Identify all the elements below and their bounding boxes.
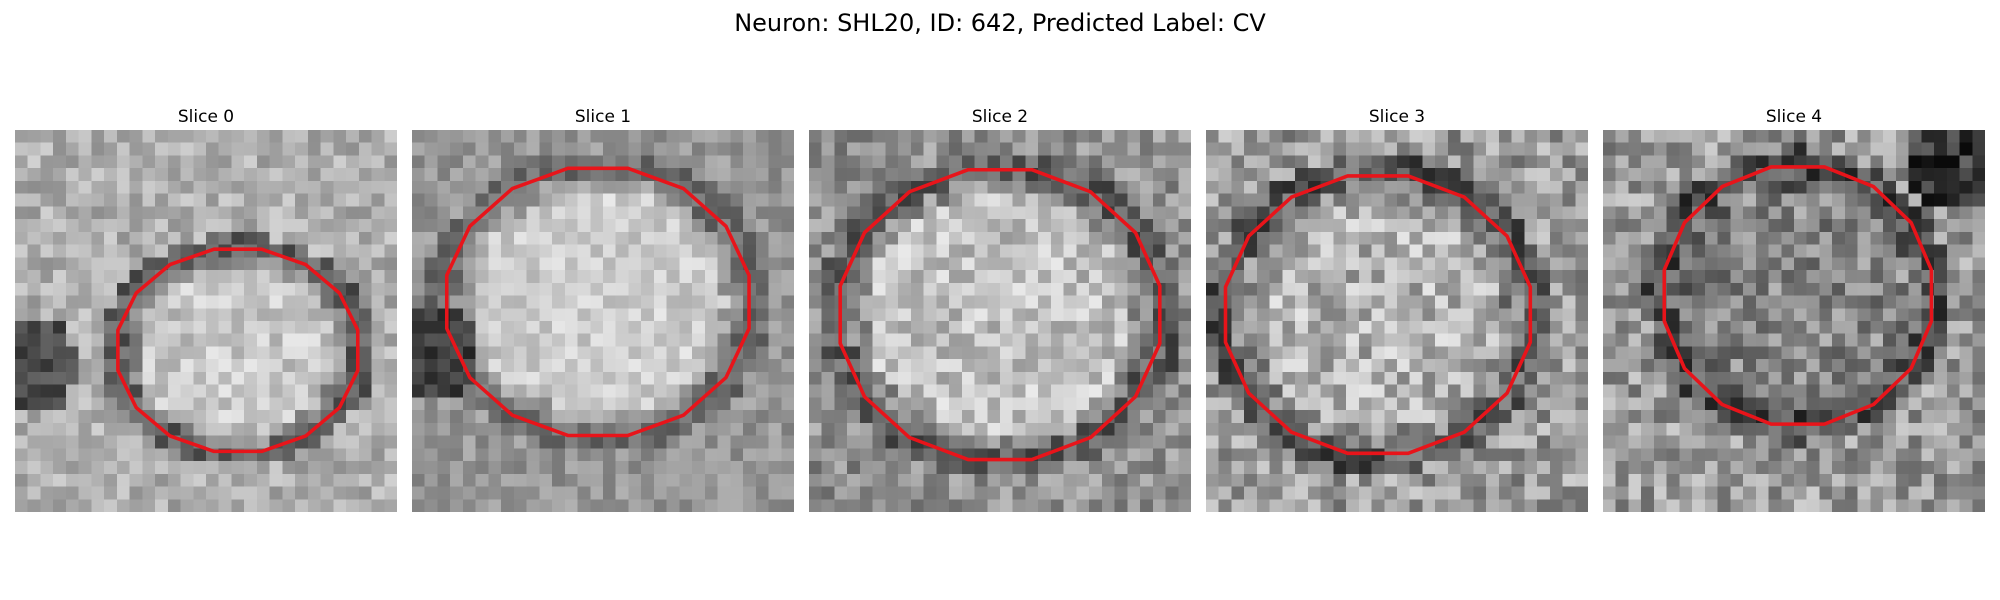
slice-title: Slice 4	[1765, 107, 1823, 127]
cell-contour-overlay	[1223, 174, 1533, 456]
red-contour-outline	[116, 247, 360, 454]
cell-contour-overlay	[444, 166, 751, 438]
grayscale-pixel-image	[412, 130, 794, 512]
slice-image	[809, 130, 1191, 512]
slice-panel-3: Slice 3	[1206, 106, 1588, 512]
slice-image	[1603, 130, 1985, 512]
slice-title: Slice 2	[971, 107, 1029, 127]
cell-contour-overlay	[838, 167, 1162, 462]
slice-image	[1206, 130, 1588, 512]
grayscale-pixel-image	[1603, 130, 1985, 512]
slice-panel-0: Slice 0	[15, 106, 397, 512]
slice-title: Slice 3	[1368, 107, 1426, 127]
red-contour-outline	[1662, 165, 1934, 426]
red-contour-outline	[838, 167, 1162, 462]
slice-image	[412, 130, 794, 512]
grayscale-pixel-image	[809, 130, 1191, 512]
slice-image	[15, 130, 397, 512]
slice-title: Slice 0	[177, 107, 235, 127]
cell-contour-overlay	[1662, 165, 1934, 426]
slice-panel-4: Slice 4	[1603, 106, 1985, 512]
slice-panel-2: Slice 2	[809, 106, 1191, 512]
red-contour-outline	[1223, 174, 1533, 456]
slice-panel-1: Slice 1	[412, 106, 794, 512]
grayscale-pixel-image	[1206, 130, 1588, 512]
red-contour-outline	[444, 166, 751, 438]
cell-contour-overlay	[116, 247, 360, 454]
figure-title: Neuron: SHL20, ID: 642, Predicted Label:…	[734, 9, 1266, 37]
slice-title: Slice 1	[574, 107, 632, 127]
